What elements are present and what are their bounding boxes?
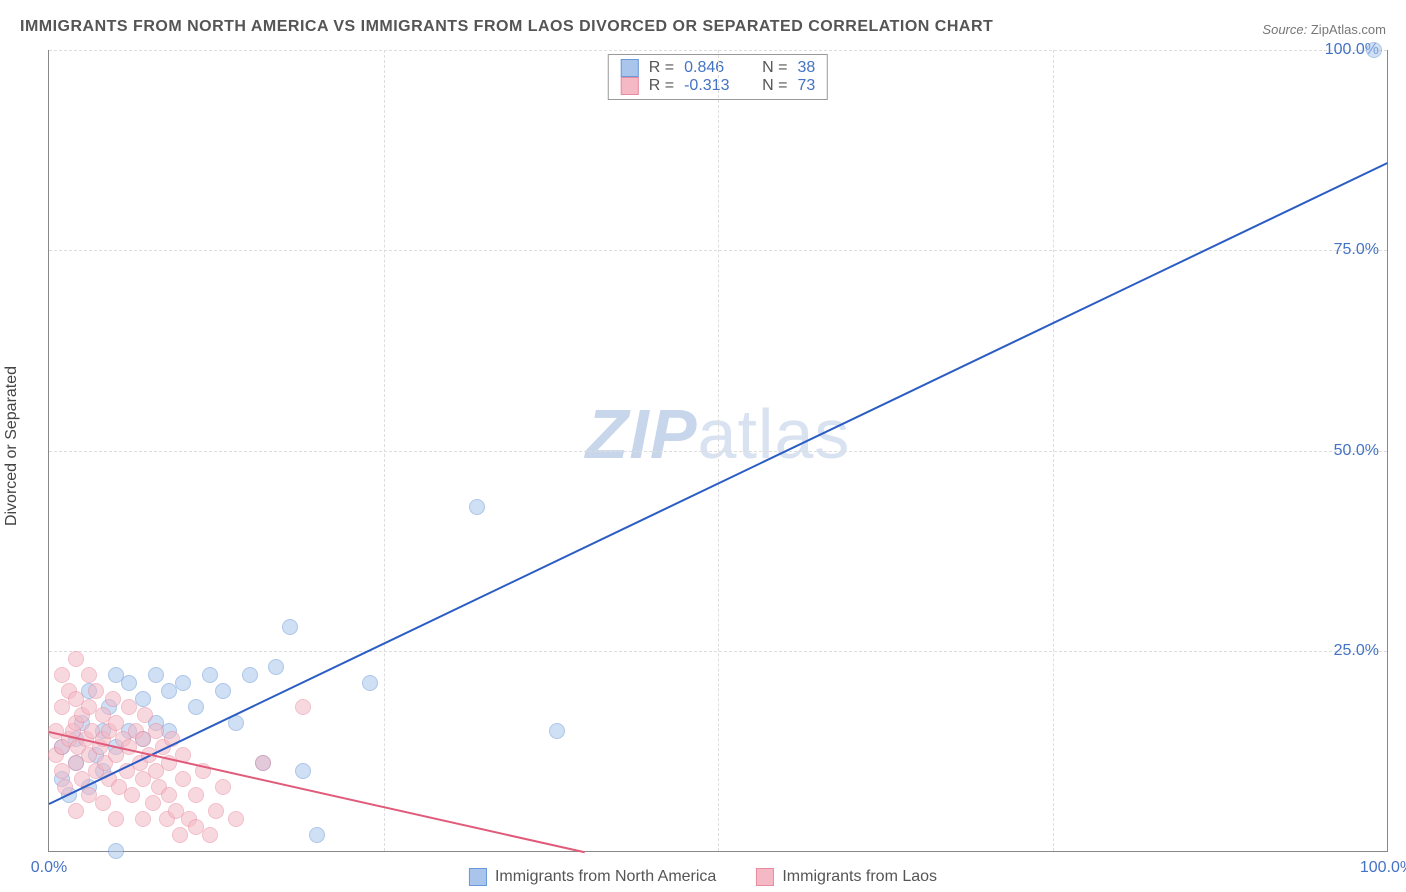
r-value: -0.313 xyxy=(684,77,744,95)
data-point xyxy=(172,827,188,843)
source-value: ZipAtlas.com xyxy=(1311,22,1386,37)
legend-swatch xyxy=(621,77,639,95)
r-label: R = xyxy=(649,77,674,95)
data-point xyxy=(68,803,84,819)
data-point xyxy=(135,811,151,827)
data-point xyxy=(215,779,231,795)
data-point xyxy=(215,683,231,699)
data-point xyxy=(124,787,140,803)
y-tick-label: 75.0% xyxy=(1334,241,1379,259)
watermark-atlas: atlas xyxy=(698,395,851,473)
source-attribution: Source: ZipAtlas.com xyxy=(1262,22,1386,37)
data-point xyxy=(188,699,204,715)
legend-item: Immigrants from North America xyxy=(469,868,716,886)
gridline-v xyxy=(384,50,385,851)
data-point xyxy=(121,675,137,691)
data-point xyxy=(175,771,191,787)
r-value: 0.846 xyxy=(684,59,744,77)
data-point xyxy=(121,699,137,715)
data-point xyxy=(242,667,258,683)
data-point xyxy=(68,651,84,667)
data-point xyxy=(202,667,218,683)
y-tick-label: 50.0% xyxy=(1334,442,1379,460)
data-point xyxy=(137,707,153,723)
data-point xyxy=(268,659,284,675)
data-point xyxy=(148,723,164,739)
n-label: N = xyxy=(762,77,787,95)
bottom-legend: Immigrants from North America Immigrants … xyxy=(469,868,937,886)
data-point xyxy=(175,675,191,691)
watermark-zip: ZIP xyxy=(586,395,698,473)
data-point xyxy=(108,715,124,731)
data-point xyxy=(95,795,111,811)
x-tick-label-min: 0.0% xyxy=(31,859,67,877)
data-point xyxy=(255,755,271,771)
n-label: N = xyxy=(762,59,787,77)
data-point xyxy=(54,667,70,683)
plot-area: ZIPatlas R = 0.846 N = 38 R = -0.313 N = 73 25.… xyxy=(48,50,1388,852)
gridline-v xyxy=(1053,50,1054,851)
n-value: 38 xyxy=(797,59,815,77)
data-point xyxy=(309,827,325,843)
gridline-v xyxy=(718,50,719,851)
r-label: R = xyxy=(649,59,674,77)
data-point xyxy=(145,795,161,811)
data-point xyxy=(282,619,298,635)
data-point xyxy=(108,811,124,827)
data-point xyxy=(295,763,311,779)
data-point xyxy=(208,803,224,819)
n-value: 73 xyxy=(797,77,815,95)
data-point xyxy=(1366,42,1382,58)
data-point xyxy=(108,843,124,859)
y-axis-label: Divorced or Separated xyxy=(3,366,21,526)
data-point xyxy=(295,699,311,715)
legend-item: Immigrants from Laos xyxy=(756,868,937,886)
legend-label: Immigrants from North America xyxy=(495,868,716,886)
x-tick-label-max: 100.0% xyxy=(1360,859,1406,877)
data-point xyxy=(161,787,177,803)
data-point xyxy=(105,691,121,707)
data-point xyxy=(549,723,565,739)
data-point xyxy=(88,683,104,699)
legend-swatch xyxy=(621,59,639,77)
data-point xyxy=(148,667,164,683)
data-point xyxy=(228,811,244,827)
plot-canvas: ZIPatlas R = 0.846 N = 38 R = -0.313 N = 73 25.… xyxy=(48,50,1388,852)
data-point xyxy=(469,499,485,515)
data-point xyxy=(202,827,218,843)
data-point xyxy=(188,787,204,803)
source-label: Source: xyxy=(1262,22,1307,37)
chart-title: IMMIGRANTS FROM NORTH AMERICA VS IMMIGRA… xyxy=(20,18,993,36)
legend-label: Immigrants from Laos xyxy=(782,868,937,886)
legend-swatch xyxy=(756,868,774,886)
legend-swatch xyxy=(469,868,487,886)
data-point xyxy=(362,675,378,691)
data-point xyxy=(81,667,97,683)
y-tick-label: 25.0% xyxy=(1334,642,1379,660)
